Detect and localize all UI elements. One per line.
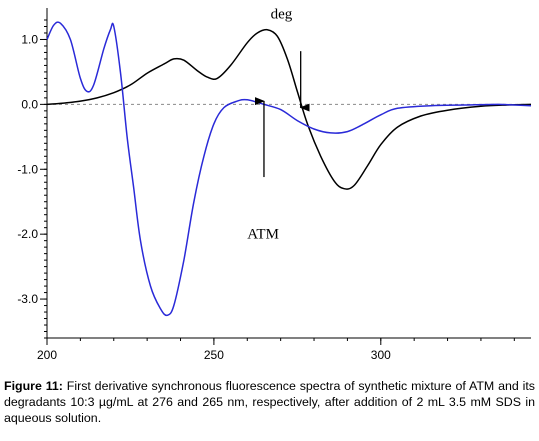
series-line-atm xyxy=(46,21,532,317)
chart-area: 1.0 0.0 -1.0 -2.0 -3.0 200 250 300 deg ATM xyxy=(17,7,532,362)
figure-caption-label: Figure 11: xyxy=(4,379,63,393)
figure-caption: Figure 11: First derivative synchronous … xyxy=(4,378,535,426)
x-tick-label: 200 xyxy=(37,348,57,362)
y-tick-label: -3.0 xyxy=(17,292,38,306)
y-tick-label: -2.0 xyxy=(17,227,38,241)
y-tick-label: -1.0 xyxy=(17,162,38,176)
annotation-deg: deg xyxy=(271,7,293,23)
y-tick-label: 0.0 xyxy=(21,97,38,111)
y-tick-label: 1.0 xyxy=(21,32,38,46)
x-tick-label: 300 xyxy=(371,348,391,362)
annotation-atm: ATM xyxy=(247,227,279,243)
figure-caption-text: First derivative synchronous fluorescenc… xyxy=(4,379,535,425)
x-tick-label: 250 xyxy=(204,348,224,362)
series-line-deg xyxy=(46,28,532,190)
derivative-spectra-chart: 1.0 0.0 -1.0 -2.0 -3.0 200 250 300 deg ATM xyxy=(17,7,532,362)
